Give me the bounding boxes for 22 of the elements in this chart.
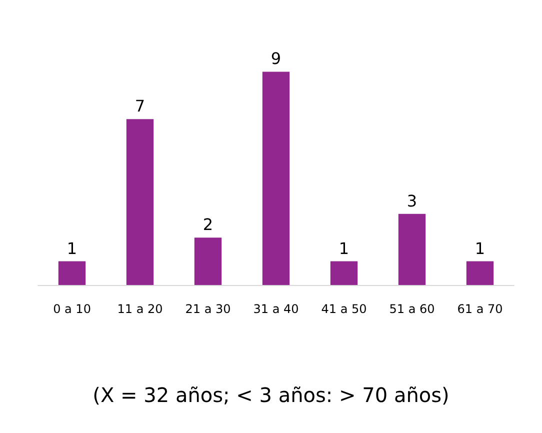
bar [466, 261, 494, 285]
x-tick-label: 51 a 60 [389, 302, 435, 316]
x-tick-label: 0 a 10 [53, 302, 91, 316]
bar [126, 119, 154, 285]
data-label: 2 [202, 215, 214, 234]
data-label: 3 [406, 191, 418, 210]
bar [398, 214, 426, 285]
data-label: 1 [66, 238, 78, 258]
x-tick-label: 41 a 50 [321, 302, 367, 316]
x-tick-label: 21 a 30 [185, 302, 231, 316]
data-label: 9 [270, 49, 282, 68]
x-tick-label: 61 a 70 [457, 302, 503, 316]
bar [330, 261, 358, 285]
x-tick-label: 31 a 40 [253, 302, 299, 316]
bar [58, 261, 86, 285]
x-tick-label: 11 a 20 [117, 302, 163, 316]
text: (X = 32 años; < 3 años: > 70 años) [92, 383, 450, 407]
bar [262, 72, 290, 285]
data-label: 1 [474, 238, 486, 258]
data-label: 1 [338, 238, 350, 258]
bar [194, 238, 222, 285]
data-label: 7 [134, 96, 146, 116]
